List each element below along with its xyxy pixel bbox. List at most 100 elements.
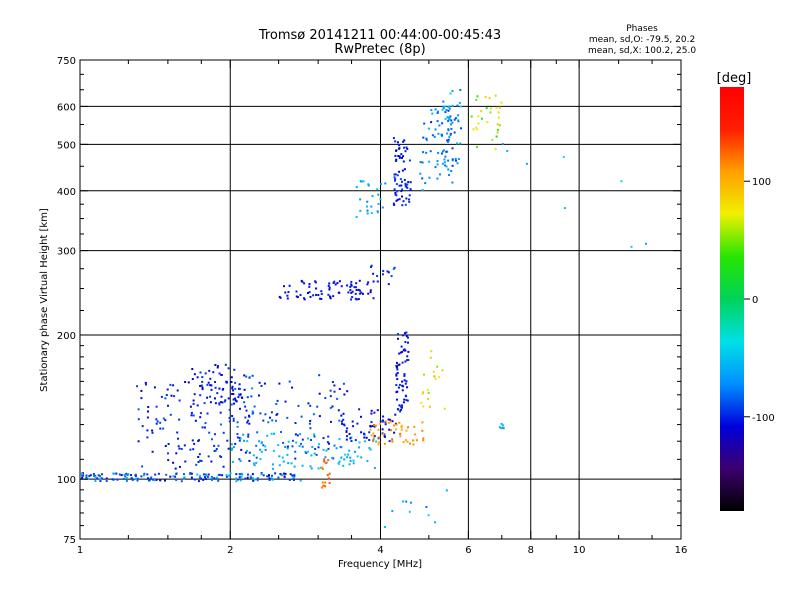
data-point [360,291,363,294]
data-point [169,475,172,478]
data-point [192,414,195,417]
data-point [455,159,457,162]
data-point [399,178,402,181]
y-tick-label: 75 [63,535,76,546]
data-point [218,402,221,405]
data-point [457,120,460,123]
data-point [354,286,357,289]
data-point [245,375,248,378]
data-point [457,119,460,122]
data-point [445,150,448,153]
data-point [258,440,260,443]
data-point [392,267,395,270]
x-tick-label: 2 [227,545,233,556]
data-point [303,298,306,301]
data-point [227,447,230,450]
data-point [235,473,238,476]
data-point [301,445,304,448]
data-point [243,374,246,377]
data-point [450,119,453,122]
data-point [309,419,312,422]
data-point [183,476,186,479]
data-point [382,419,384,422]
data-point [442,107,445,110]
data-point [446,139,449,142]
data-point [232,419,235,422]
data-point [170,394,173,397]
data-point [228,420,231,423]
data-point [303,297,305,300]
data-point [399,410,402,413]
data-point [206,383,209,386]
data-point [437,151,440,154]
data-point [393,173,396,176]
data-point [341,422,343,425]
data-point [201,376,204,379]
data-point [271,463,274,466]
data-point [448,105,451,108]
data-point [525,162,528,165]
data-point [422,151,425,154]
data-point [480,110,483,113]
data-point [212,371,215,374]
data-point [313,452,316,455]
data-point [246,440,249,443]
data-point [393,424,395,427]
data-point [97,474,100,477]
data-point [501,424,504,427]
data-point [384,420,387,423]
data-point [388,428,391,431]
data-point [419,161,422,164]
data-point [320,298,323,300]
data-point [242,433,245,436]
data-point [333,280,336,283]
data-point [252,462,255,465]
data-point [444,117,447,120]
data-point [217,444,220,447]
data-point [398,404,401,407]
data-point [164,397,167,400]
data-point [370,205,373,208]
data-point [262,474,265,477]
data-point [321,467,324,470]
data-point [425,506,428,508]
data-point [352,459,355,462]
data-point [407,181,410,184]
data-point [446,116,449,119]
data-point [189,473,192,475]
data-point [403,398,406,401]
data-point [203,426,206,429]
data-point [151,450,154,453]
data-point [336,282,339,285]
data-point [388,440,391,443]
data-point [475,98,478,101]
data-point [458,101,461,104]
data-point [406,183,409,186]
data-point [343,458,346,461]
data-point [406,359,409,362]
data-point [421,161,424,164]
data-point [208,431,211,434]
data-point [146,416,149,419]
data-point [394,179,396,182]
data-point [193,393,196,396]
data-point [221,474,224,477]
data-point [214,364,217,366]
data-point [231,415,234,417]
data-point [252,454,255,457]
data-point [323,460,326,463]
data-point [405,197,408,200]
data-point [183,444,186,447]
data-point [260,473,263,476]
data-point [221,401,224,404]
data-point [422,136,425,139]
data-point [445,108,448,111]
data-point [159,427,162,430]
data-point [328,282,331,285]
data-point [259,448,262,451]
data-point [444,164,447,167]
data-point [376,280,379,283]
data-point [307,292,309,294]
data-point [396,408,399,411]
data-point [401,156,403,159]
